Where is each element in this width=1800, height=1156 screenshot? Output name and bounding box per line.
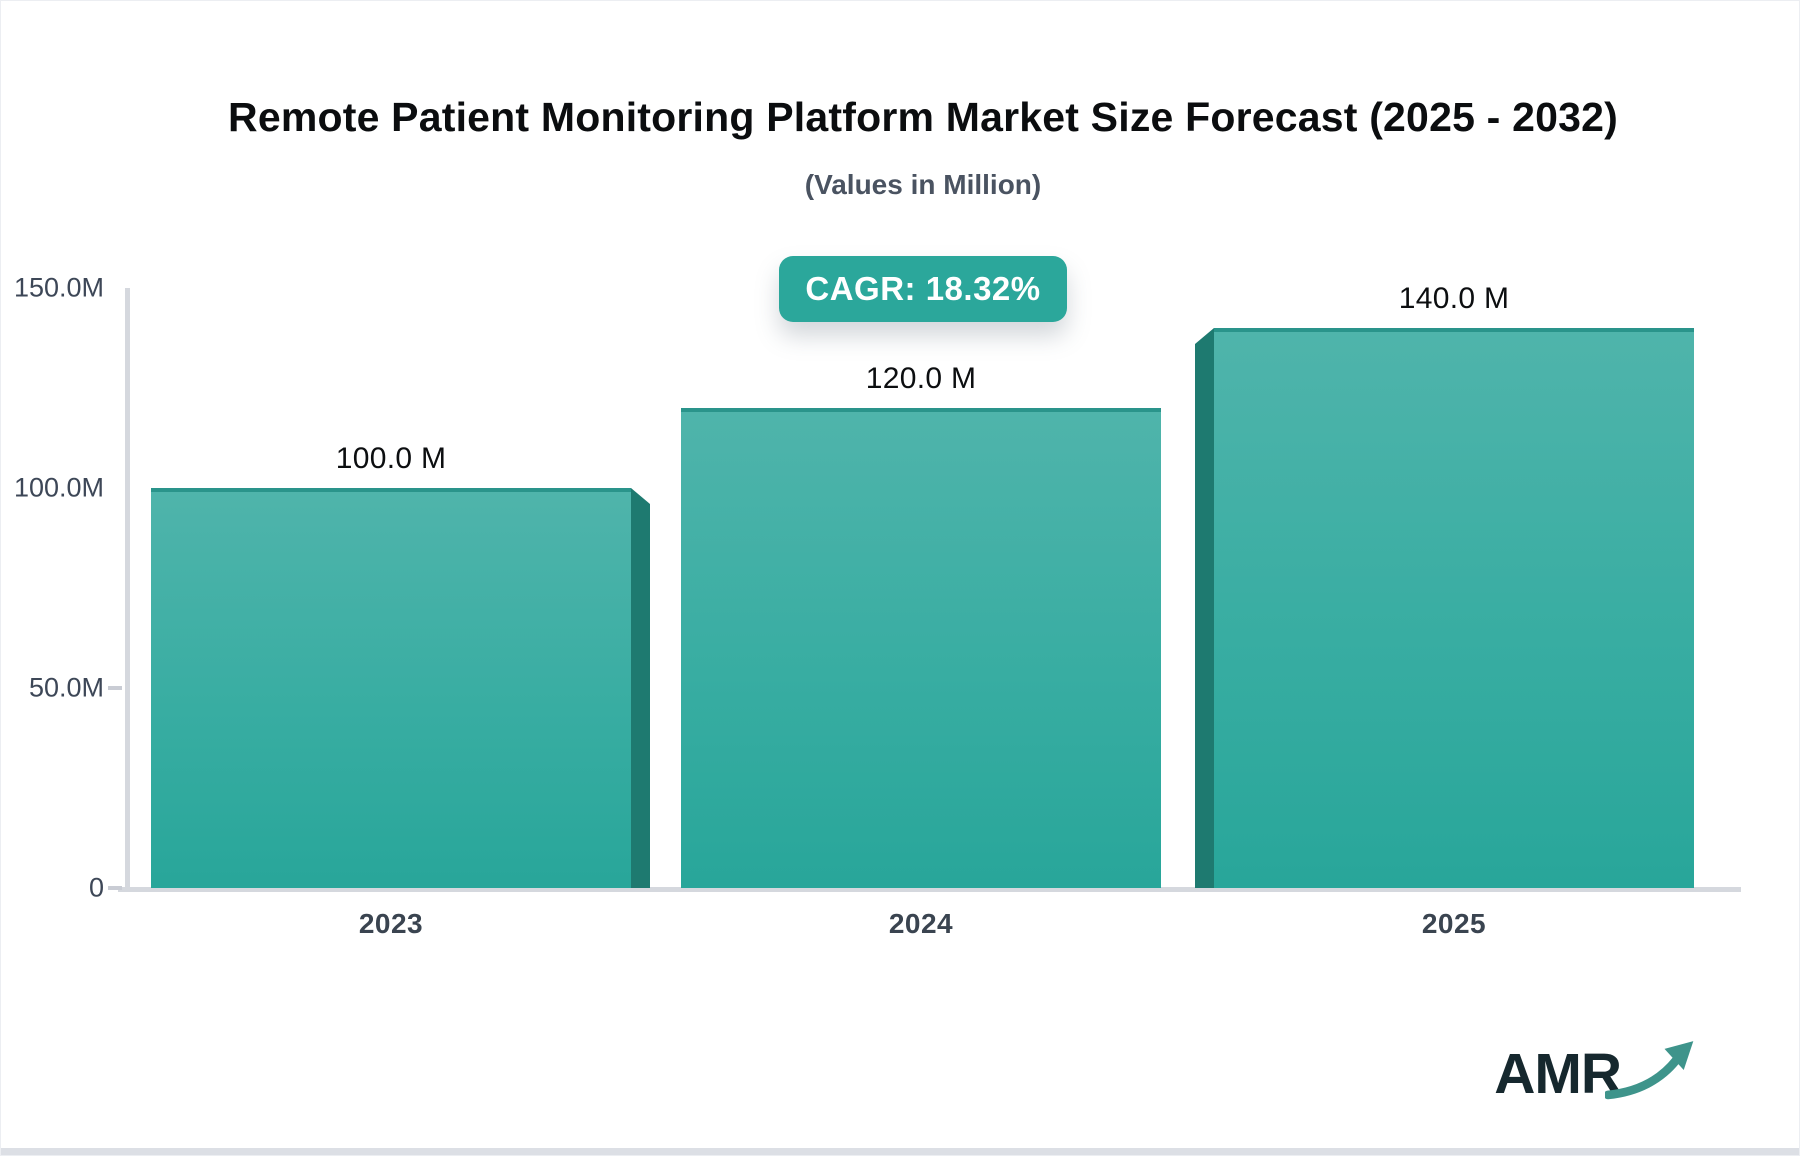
y-tick-mark xyxy=(108,886,122,890)
y-tick-label: 0 xyxy=(88,872,104,903)
x-axis-label: 2024 xyxy=(888,908,954,939)
bar-value-label: 120.0 M xyxy=(865,362,977,395)
x-axis-label: 2023 xyxy=(358,908,424,939)
y-tick-label: 100.0M xyxy=(13,472,104,503)
plot-area: 150.0M 100.0M 50.0M 0 100.0 M 120.0 M 140.0 M… xyxy=(14,273,1741,939)
x-axis-label: 2025 xyxy=(1421,908,1487,939)
bar-face xyxy=(1214,328,1694,888)
bar-value-label: 100.0 M xyxy=(335,442,447,475)
y-axis-line xyxy=(125,288,130,892)
bottom-border xyxy=(1,1148,1799,1155)
bar-3d-side xyxy=(1195,328,1214,888)
bar-2024: 120.0 M xyxy=(681,362,1161,888)
bar-2023: 100.0 M xyxy=(151,442,650,888)
brand-logo-text: AMR xyxy=(1494,1042,1622,1106)
bar-value-label: 140.0 M xyxy=(1398,282,1510,315)
chart-subtitle: (Values in Million) xyxy=(804,169,1042,200)
chart-title: Remote Patient Monitoring Platform Marke… xyxy=(228,94,1618,140)
y-tick-label: 50.0M xyxy=(28,672,104,703)
bar-face xyxy=(151,488,631,888)
bar-3d-side xyxy=(631,488,650,888)
y-tick-mark xyxy=(108,686,122,690)
y-tick-label: 150.0M xyxy=(13,272,104,303)
cagr-badge: CAGR: 18.32% xyxy=(779,256,1067,322)
growth-arrow-icon xyxy=(1605,1041,1694,1100)
x-axis-line xyxy=(118,887,1741,892)
cagr-badge-label: CAGR: 18.32% xyxy=(805,270,1041,307)
bar-face xyxy=(681,408,1161,888)
brand-logo: AMR xyxy=(1494,1041,1701,1107)
bar-2025: 140.0 M xyxy=(1195,282,1694,888)
